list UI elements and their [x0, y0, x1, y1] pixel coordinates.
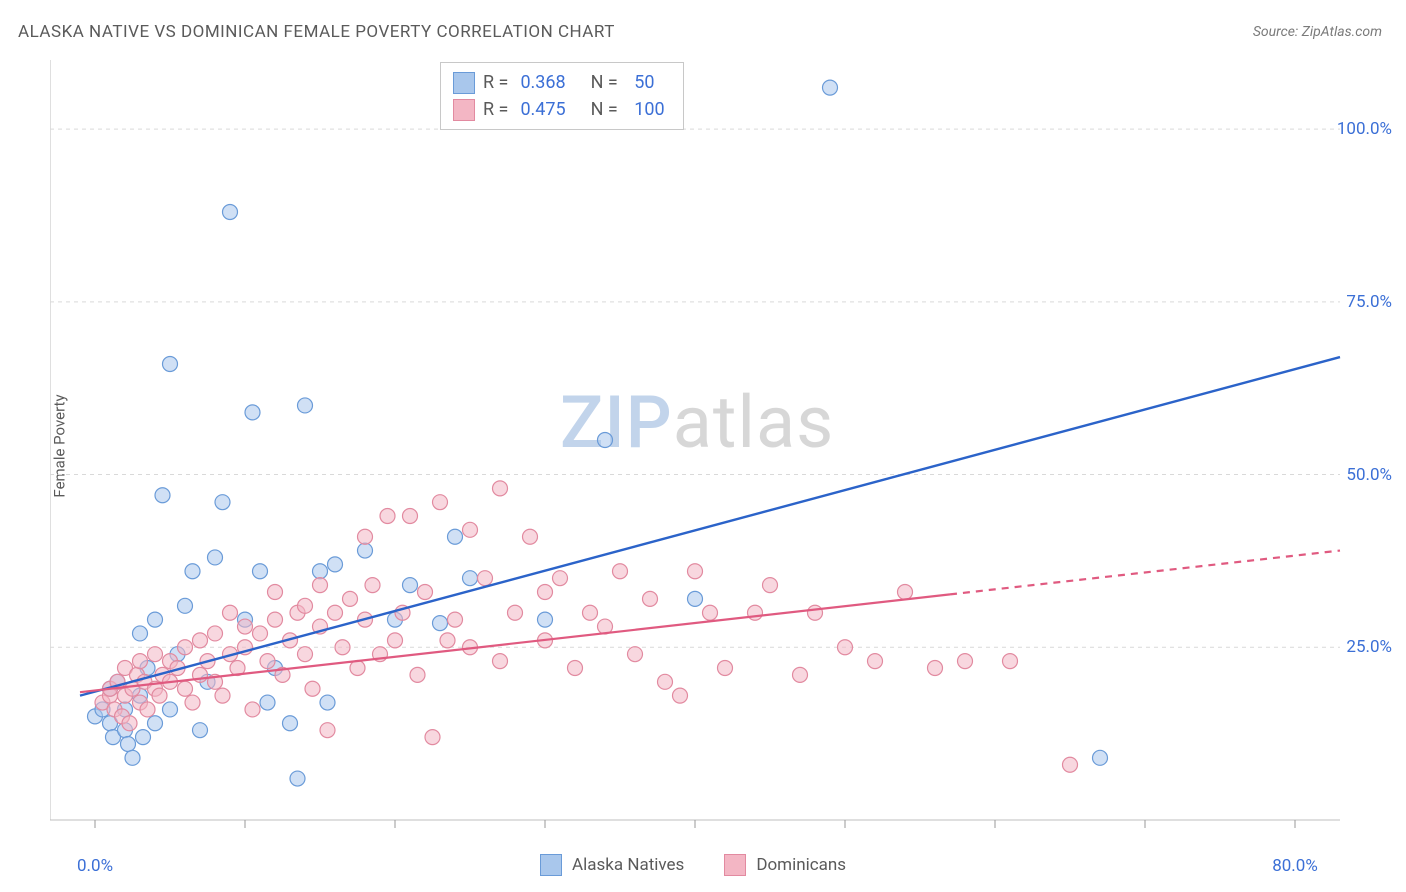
- legend-label: Alaska Natives: [572, 855, 684, 875]
- legend-series: Alaska Natives Dominicans: [540, 854, 846, 876]
- legend-label: Dominicans: [756, 855, 846, 875]
- y-tick-label: 25.0%: [1346, 637, 1392, 657]
- scatter-plot: [50, 60, 1380, 840]
- legend-swatch: [540, 854, 562, 876]
- source-label: Source: ZipAtlas.com: [1253, 24, 1382, 40]
- legend-item: Alaska Natives: [540, 854, 684, 876]
- y-tick-label: 50.0%: [1346, 465, 1392, 485]
- y-tick-label: 75.0%: [1346, 292, 1392, 312]
- legend-item: Dominicans: [724, 854, 846, 876]
- legend-swatch: [724, 854, 746, 876]
- chart-title: ALASKA NATIVE VS DOMINICAN FEMALE POVERT…: [18, 22, 615, 42]
- x-tick-label: 0.0%: [77, 856, 113, 876]
- legend-swatch: [453, 99, 475, 121]
- y-tick-label: 100.0%: [1337, 119, 1392, 139]
- x-tick-label: 80.0%: [1272, 856, 1318, 876]
- legend-swatch: [453, 72, 475, 94]
- legend-stats: R =0.368 N = 50R =0.475 N = 100: [440, 62, 684, 130]
